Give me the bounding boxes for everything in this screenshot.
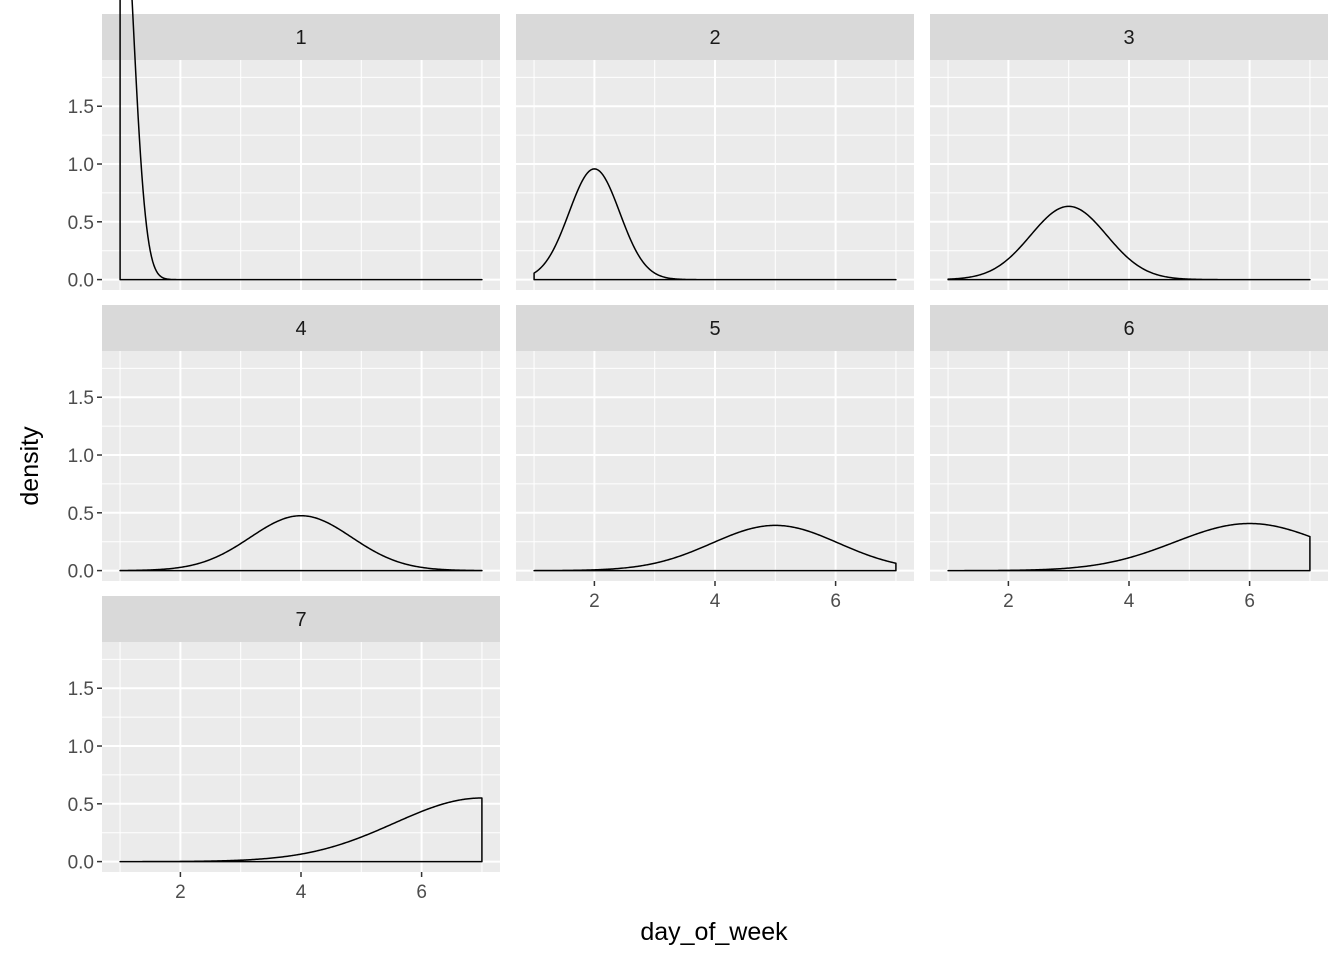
y-tick-label: 1.5	[68, 388, 94, 409]
facet-strip	[930, 14, 1328, 60]
facet-strip	[102, 596, 500, 642]
x-axis-title: day_of_week	[640, 918, 788, 946]
facet-strip-label: 3	[1123, 27, 1134, 49]
facet-panel-1: 1 0.0 0.5 1.0 1.5	[68, 0, 500, 292]
x-tick-label: 6	[830, 591, 841, 612]
density-curve	[119, 514, 483, 572]
x-tick-label: 2	[1003, 591, 1014, 612]
facet-strip	[930, 305, 1328, 351]
y-axis-title: density	[16, 426, 44, 506]
facet-panel-4: 4 0.0 0.5 1.0 1.5	[68, 305, 500, 583]
density-curve	[533, 168, 897, 281]
y-tick-label: 1.0	[68, 155, 94, 176]
x-tick-label: 4	[710, 591, 721, 612]
facet-strip	[102, 14, 500, 60]
facet-strip	[102, 305, 500, 351]
x-tick-label: 6	[416, 882, 427, 903]
density-curve	[119, 797, 483, 863]
y-tick-label: 0.5	[68, 795, 94, 816]
x-tick-label: 6	[1244, 591, 1255, 612]
y-tick-label: 1.5	[68, 97, 94, 118]
y-tick-label: 0.5	[68, 213, 94, 234]
density-curve	[947, 205, 1311, 281]
density-curve	[533, 524, 897, 572]
facet-strip-label: 6	[1123, 318, 1134, 340]
y-tick-label: 1.5	[68, 679, 94, 700]
x-tick-label: 2	[175, 882, 186, 903]
y-tick-label: 0.5	[68, 504, 94, 525]
facet-panel-6: 6 2 4 6	[930, 305, 1328, 612]
facet-panel-5: 5 2 4 6	[516, 305, 914, 612]
facet-panel-7: 7 0.0 0.5 1.0 1.5 2 4 6	[68, 596, 500, 903]
facet-strip-label: 4	[295, 318, 306, 340]
y-tick-label: 0.0	[68, 562, 94, 583]
density-curve	[119, 0, 483, 281]
facet-strip	[516, 305, 914, 351]
x-tick-label: 4	[296, 882, 307, 903]
x-tick-label: 2	[589, 591, 600, 612]
facet-strip-label: 1	[295, 27, 306, 49]
facet-strip	[516, 14, 914, 60]
facet-panel-3: 3	[930, 14, 1328, 290]
y-tick-label: 0.0	[68, 271, 94, 292]
facet-strip-label: 5	[709, 318, 720, 340]
y-tick-label: 1.0	[68, 446, 94, 467]
panels-layer: 1 0.0 0.5 1.0 1.5 2 3 4 0.0 0.5 1.0 1.5 5 2 4 6 6 2 4 6 7 0.0…	[68, 0, 1328, 903]
facet-strip-label: 7	[295, 609, 306, 631]
facet-panel-2: 2	[516, 14, 914, 290]
density-curve	[947, 522, 1311, 572]
y-tick-label: 1.0	[68, 737, 94, 758]
facet-strip-label: 2	[709, 27, 720, 49]
x-tick-label: 4	[1124, 591, 1135, 612]
y-tick-label: 0.0	[68, 853, 94, 874]
